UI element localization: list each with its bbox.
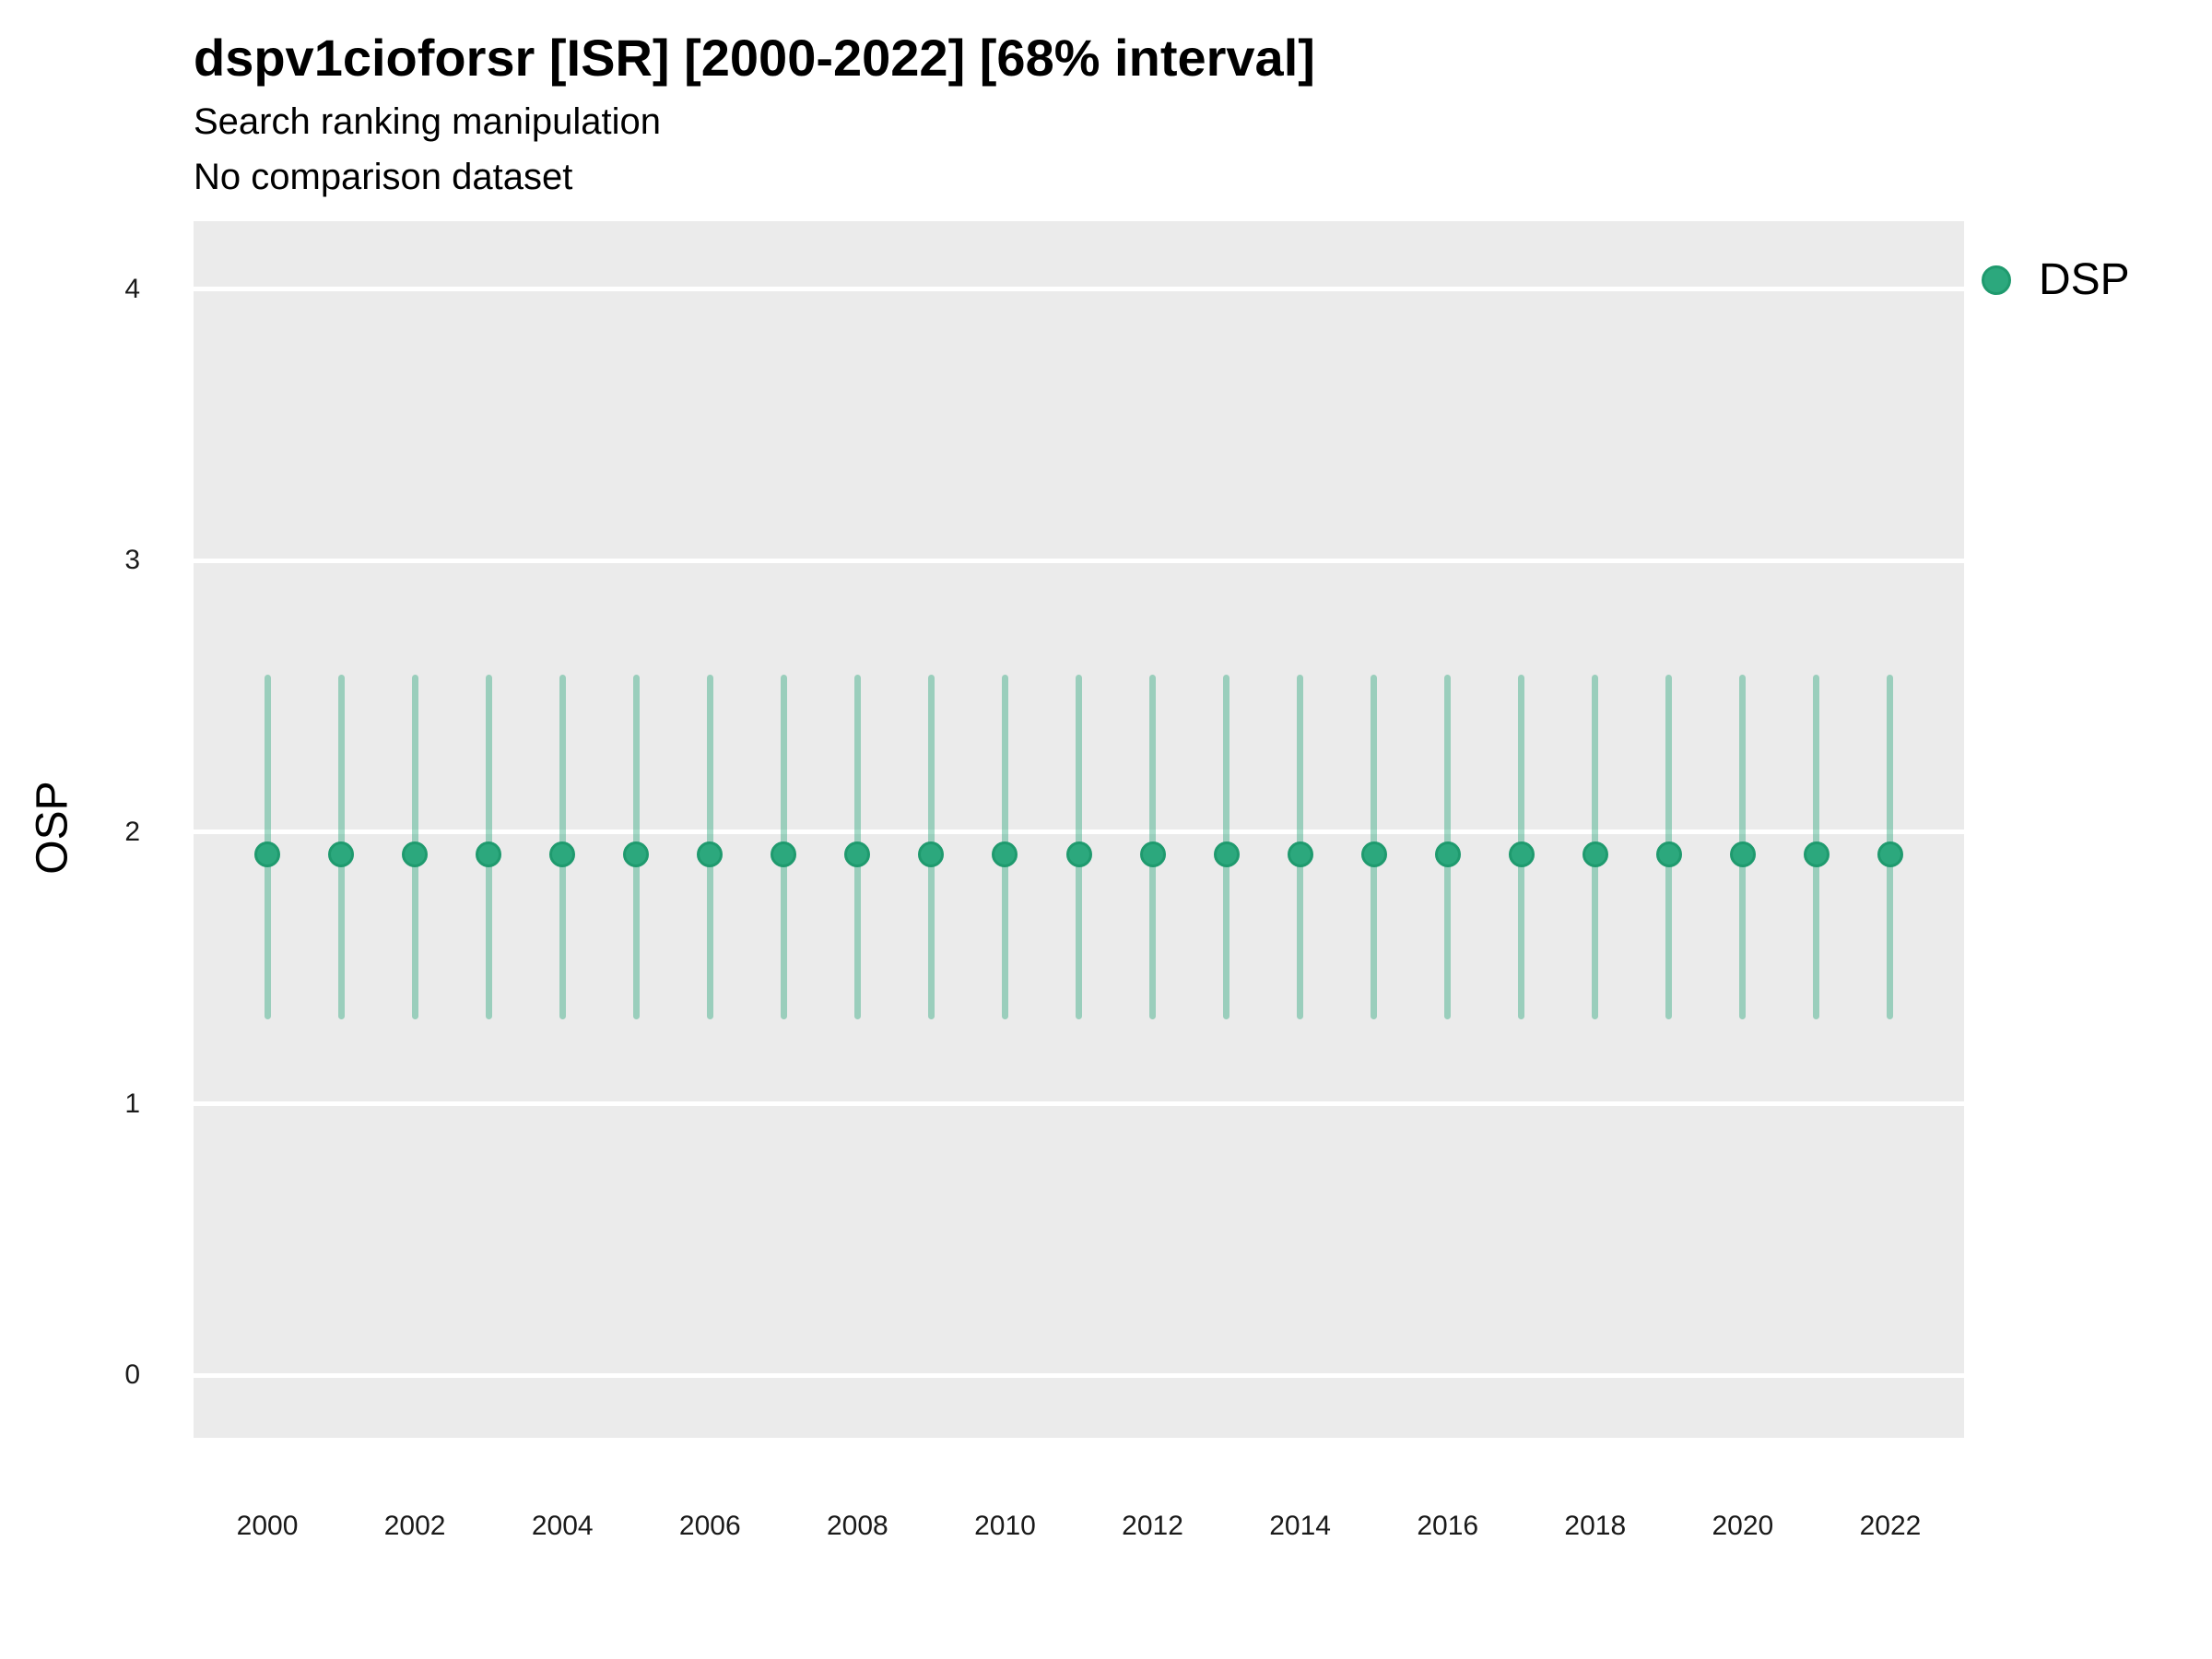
- legend-marker-circle-icon: [1982, 265, 2011, 295]
- data-point-2010: [992, 841, 1018, 867]
- data-point-2015: [1360, 841, 1387, 867]
- data-point-2014: [1287, 841, 1313, 867]
- y-tick-label-1: 1: [124, 1088, 140, 1119]
- x-tick-label-2008: 2008: [827, 1511, 888, 1541]
- data-point-2013: [1213, 841, 1240, 867]
- data-point-2008: [844, 841, 871, 867]
- x-tick-label-2022: 2022: [1859, 1511, 1922, 1541]
- plot-panel: [194, 221, 1964, 1438]
- major-gridline-y-4: [194, 287, 1964, 292]
- data-point-2019: [1655, 841, 1682, 867]
- x-tick-label-2012: 2012: [1122, 1511, 1183, 1541]
- data-point-2003: [476, 841, 502, 867]
- major-gridline-y-1: [194, 1101, 1964, 1107]
- data-point-2004: [549, 841, 576, 867]
- data-point-2021: [1803, 841, 1830, 867]
- x-tick-label-2016: 2016: [1417, 1511, 1479, 1541]
- x-tick-label-2004: 2004: [531, 1511, 594, 1541]
- y-tick-label-0: 0: [124, 1359, 140, 1391]
- data-point-2011: [1065, 841, 1092, 867]
- chart-title: dspv1cioforsr [ISR] [2000-2022] [68% int…: [194, 29, 1315, 87]
- y-tick-label-2: 2: [124, 816, 140, 847]
- data-point-2006: [697, 841, 724, 867]
- data-point-2016: [1434, 841, 1461, 867]
- major-gridline-y-0: [194, 1372, 1964, 1378]
- x-tick-label-2002: 2002: [383, 1511, 446, 1541]
- data-point-2000: [254, 841, 281, 867]
- major-gridline-y-3: [194, 558, 1964, 563]
- x-tick-label-2014: 2014: [1269, 1511, 1331, 1541]
- data-point-2020: [1729, 841, 1756, 867]
- x-tick-label-2010: 2010: [974, 1511, 1036, 1541]
- y-tick-label-3: 3: [124, 545, 140, 576]
- x-tick-label-2020: 2020: [1712, 1511, 1774, 1541]
- major-gridline-y-2: [194, 830, 1964, 835]
- chart-subtitle-line2: No comparison dataset: [194, 157, 573, 197]
- data-point-2005: [623, 841, 650, 867]
- y-tick-label-4: 4: [124, 273, 140, 304]
- x-tick-label-2018: 2018: [1564, 1511, 1627, 1541]
- data-point-2002: [402, 841, 429, 867]
- data-point-2001: [328, 841, 355, 867]
- x-tick-label-2006: 2006: [678, 1511, 741, 1541]
- legend: DSP: [1982, 254, 2130, 305]
- data-point-2009: [918, 841, 945, 867]
- legend-label: DSP: [2039, 255, 2130, 304]
- chart-subtitle-line1: Search ranking manipulation: [194, 101, 661, 142]
- data-point-2018: [1582, 841, 1608, 867]
- x-tick-label-2000: 2000: [236, 1511, 299, 1541]
- data-point-2022: [1877, 841, 1903, 867]
- data-point-2012: [1139, 841, 1166, 867]
- data-point-2017: [1508, 841, 1535, 867]
- data-point-2007: [771, 841, 797, 867]
